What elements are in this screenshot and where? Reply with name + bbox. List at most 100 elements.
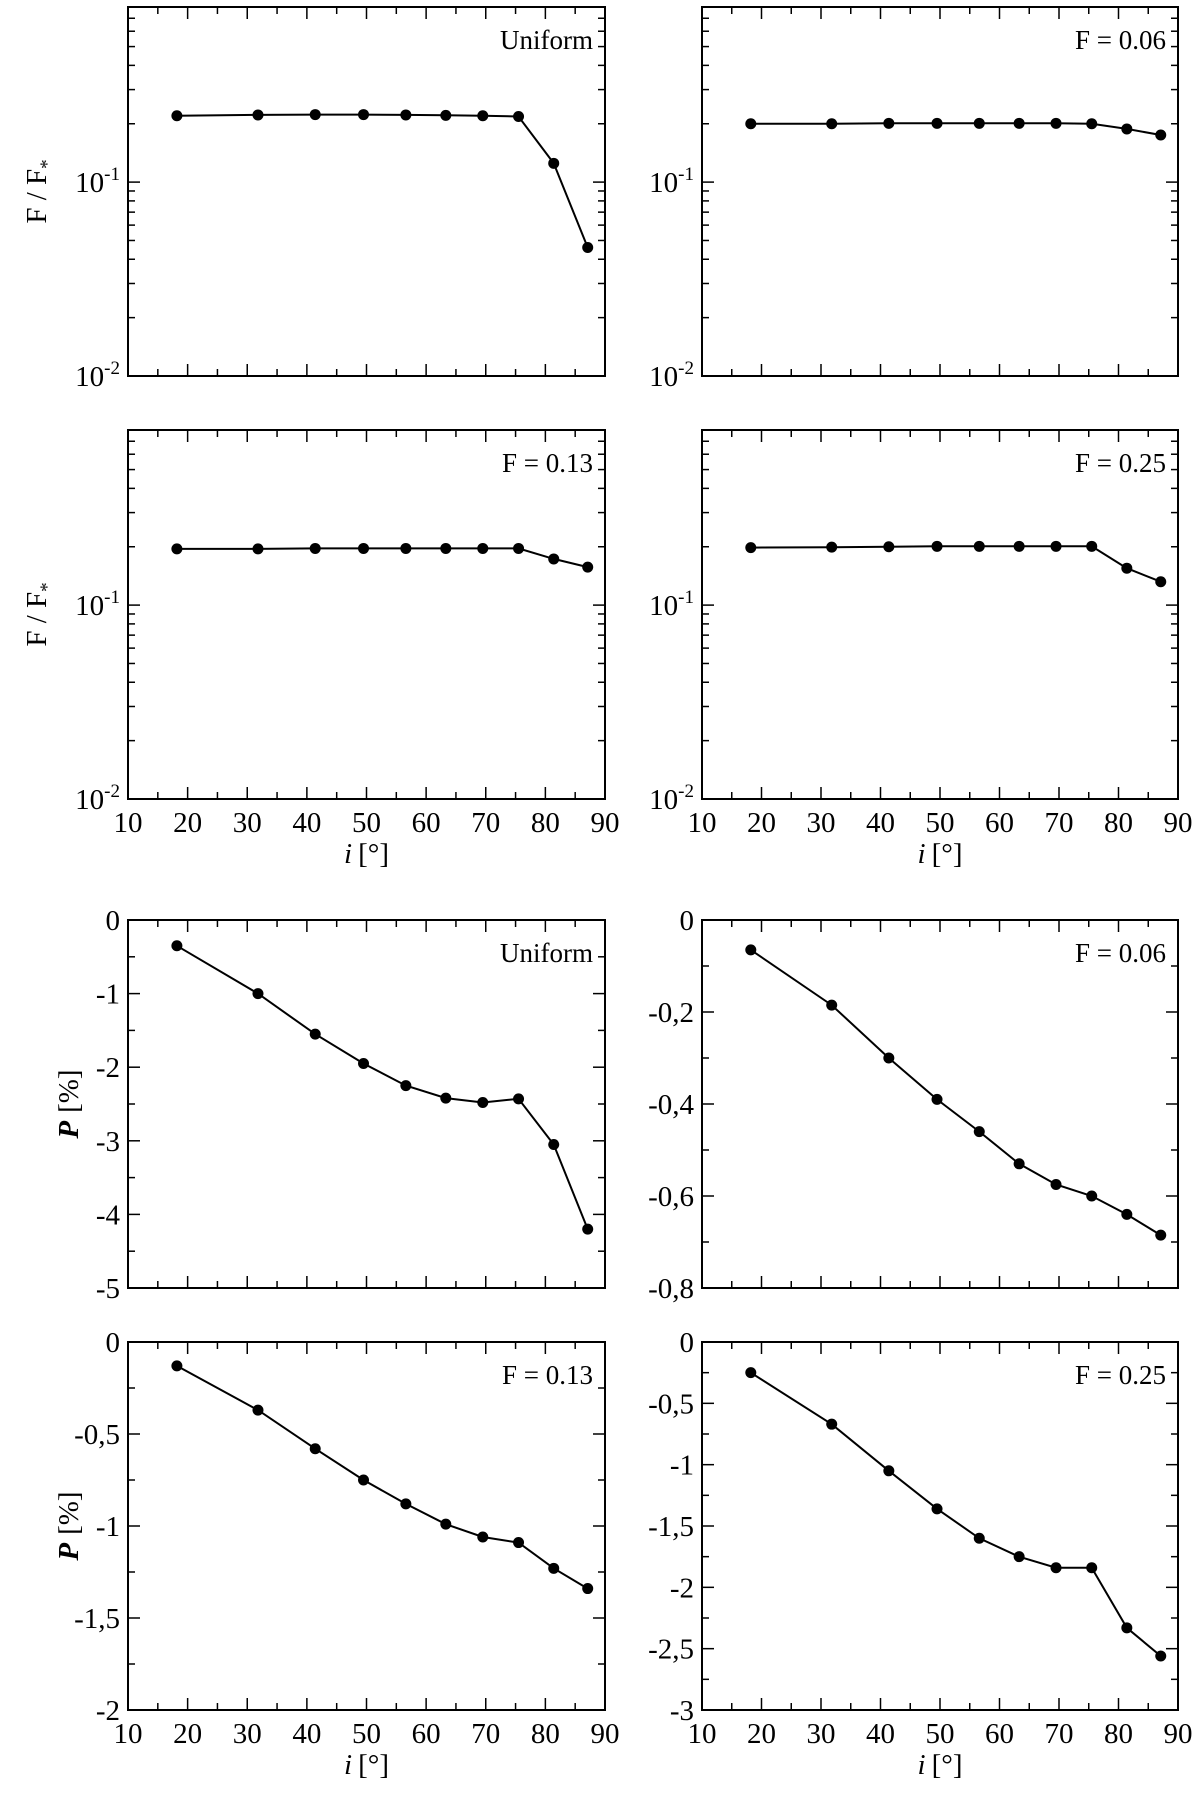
y-axis-title-main: P <box>53 1543 85 1562</box>
panel-annotation: F = 0.06 <box>1075 938 1166 968</box>
x-tick-label: 30 <box>233 1718 262 1750</box>
x-axis-title-main: i <box>918 838 926 870</box>
x-tick-label: 40 <box>866 1718 895 1750</box>
y-tick-label: -2,5 <box>648 1634 694 1666</box>
data-point <box>1155 129 1167 141</box>
data-point <box>1086 1190 1098 1202</box>
x-tick-label: 80 <box>531 1718 560 1750</box>
panel-annotation: F = 0.13 <box>502 448 593 478</box>
panel-4: 10-110-210 20 30 40 50 60 70 80 90i [°]F = 0.25 <box>649 429 1193 870</box>
y-tick-label-exponent: -2 <box>104 358 120 379</box>
y-axis-title-sub: [%] <box>53 1069 85 1112</box>
data-point <box>1050 1562 1062 1574</box>
y-tick-label-base: 10 <box>75 784 104 816</box>
y-tick-label: 0 <box>106 905 121 937</box>
data-point <box>252 543 264 555</box>
data-point <box>171 1360 183 1372</box>
data-point <box>309 1443 321 1455</box>
data-point <box>309 1028 321 1040</box>
y-tick-label-exponent: -2 <box>104 781 120 802</box>
data-point <box>1013 117 1025 129</box>
panel-1: 10-110-2F / F*Uniform <box>21 6 606 393</box>
data-point <box>400 1498 412 1510</box>
y-axis-title-sub: * <box>37 159 58 169</box>
x-axis-title-main: i <box>918 1749 926 1781</box>
plot-frame <box>701 6 1179 377</box>
data-point <box>440 542 452 554</box>
data-point <box>883 1052 895 1064</box>
y-tick-label-exponent: -2 <box>678 781 694 802</box>
x-tick-label: 10 <box>688 1718 717 1750</box>
x-axis-title-unit: [°] <box>932 1749 963 1781</box>
data-point <box>513 1537 525 1549</box>
panel-annotation: Uniform <box>500 938 593 968</box>
x-tick-label: 20 <box>173 1718 202 1750</box>
x-tick-label: 40 <box>292 1718 321 1750</box>
data-point <box>826 1418 838 1430</box>
x-tick-label: 90 <box>591 1718 620 1750</box>
data-point <box>440 1518 452 1530</box>
data-point <box>1121 1208 1133 1220</box>
y-tick-label: 0 <box>680 905 695 937</box>
y-axis-title-sub: [%] <box>53 1491 85 1534</box>
data-point <box>745 118 757 130</box>
y-tick-label: 10-2 <box>649 781 694 816</box>
data-point <box>171 110 183 122</box>
x-tick-label: 90 <box>591 807 620 839</box>
y-tick-label: -0,5 <box>648 1388 694 1420</box>
data-point <box>309 109 321 121</box>
data-point <box>745 1367 757 1379</box>
plot-frame <box>127 919 606 1289</box>
data-point <box>171 543 183 555</box>
series-line <box>176 944 589 1230</box>
data-point <box>883 541 895 553</box>
x-tick-label: 40 <box>292 807 321 839</box>
x-tick-label: 50 <box>926 807 955 839</box>
data-point <box>1013 1158 1025 1170</box>
data-point <box>440 1092 452 1104</box>
x-tick-label: 90 <box>1164 807 1193 839</box>
data-point <box>477 110 489 122</box>
y-tick-label: -1 <box>96 1511 120 1543</box>
y-tick-label-exponent: -1 <box>678 164 694 185</box>
data-point <box>548 1138 560 1150</box>
x-tick-label: 30 <box>233 807 262 839</box>
y-axis-title-main: F / F <box>21 169 53 224</box>
data-point <box>477 1531 489 1543</box>
y-axis-title-sub: * <box>37 582 58 592</box>
data-point <box>1050 540 1062 552</box>
data-point <box>826 999 838 1011</box>
x-tick-label: 30 <box>807 1718 836 1750</box>
y-tick-label: 0 <box>680 1327 695 1359</box>
x-tick-label: 10 <box>114 807 143 839</box>
panel-7: 0 -0,5 -1 -1,5 -2 P [%] 10 20 30 40 50 60 70 80 90 i [°] F… <box>53 1327 620 1781</box>
y-tick-label-base: 10 <box>75 361 104 393</box>
data-point <box>513 1093 525 1105</box>
data-point <box>548 553 560 565</box>
y-tick-label: -1,5 <box>648 1511 694 1543</box>
x-tick-label: 60 <box>985 1718 1014 1750</box>
data-point <box>1013 1551 1025 1563</box>
y-tick-label-base: 10 <box>75 590 104 622</box>
data-point <box>745 944 757 956</box>
data-point <box>252 988 264 1000</box>
y-axis-title: P [%] <box>53 1491 85 1561</box>
data-point <box>400 109 412 121</box>
panel-3: 10-110-2F / F*10 20 30 40 50 60 70 80 90i [°]F = … <box>21 429 620 870</box>
plot-frame <box>127 6 606 377</box>
data-point <box>582 1583 594 1595</box>
x-tick-label: 10 <box>114 1718 143 1750</box>
data-point <box>582 561 594 573</box>
data-point <box>358 109 370 121</box>
data-point <box>883 117 895 129</box>
x-tick-label: 90 <box>1164 1718 1193 1750</box>
data-point <box>1121 123 1133 135</box>
panel-6: 0 -0,2 -0,4 -0,6 -0,8 F = 0.06 <box>648 905 1179 1305</box>
data-point <box>931 1503 943 1515</box>
y-tick-label: 10-1 <box>75 164 120 199</box>
x-tick-label: 40 <box>866 807 895 839</box>
x-axis-title: i [°] <box>344 838 389 870</box>
x-tick-label: 80 <box>531 807 560 839</box>
data-point <box>973 1126 985 1138</box>
